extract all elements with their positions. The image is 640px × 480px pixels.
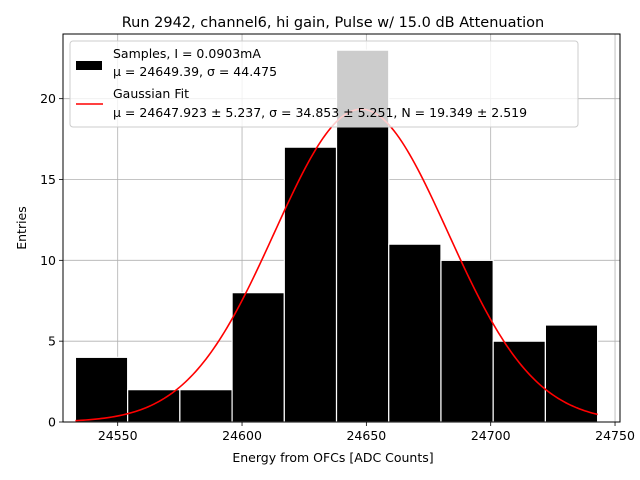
legend: Samples, I = 0.0903mA μ = 24649.39, σ = … <box>69 40 579 128</box>
y-tick-label: 20 <box>40 91 56 106</box>
y-axis-label: Entries <box>14 206 29 250</box>
chart-title: Run 2942, channel6, hi gain, Pulse w/ 15… <box>122 15 545 31</box>
plot-area-frame <box>62 33 621 423</box>
legend-label-gaussian-fit: Gaussian Fit <box>113 86 189 101</box>
histogram-bar <box>179 389 233 423</box>
histogram-bar <box>544 324 599 423</box>
x-axis-label: Energy from OFCs [ADC Counts] <box>232 450 433 465</box>
y-tick-label: 15 <box>40 172 56 187</box>
histogram-bar <box>231 292 285 423</box>
y-tick-label: 5 <box>48 334 56 349</box>
x-tick-label: 24650 <box>346 428 386 443</box>
x-axis-ticks: 24550 24600 24650 24700 24750 <box>98 422 635 443</box>
y-axis-ticks: 0 5 10 15 20 <box>40 91 63 430</box>
legend-stats-samples: μ = 24649.39, σ = 44.475 <box>113 64 277 79</box>
x-tick-label: 24550 <box>98 428 138 443</box>
x-tick-label: 24750 <box>595 428 635 443</box>
legend-label-samples: Samples, I = 0.0903mA <box>113 46 261 61</box>
histogram-bar <box>127 389 181 423</box>
y-tick-label: 0 <box>48 415 56 430</box>
y-tick-label: 10 <box>40 253 56 268</box>
histogram-bar <box>388 243 442 423</box>
x-tick-label: 24700 <box>471 428 511 443</box>
legend-swatch-samples <box>76 61 102 70</box>
histogram-bar <box>283 146 338 423</box>
histogram-bar <box>74 356 129 423</box>
x-tick-label: 24600 <box>222 428 262 443</box>
legend-stats-gaussian-fit: μ = 24647.923 ± 5.237, σ = 34.853 ± 5.25… <box>113 105 527 120</box>
histogram-bar <box>440 259 494 423</box>
legend-box <box>69 40 579 128</box>
